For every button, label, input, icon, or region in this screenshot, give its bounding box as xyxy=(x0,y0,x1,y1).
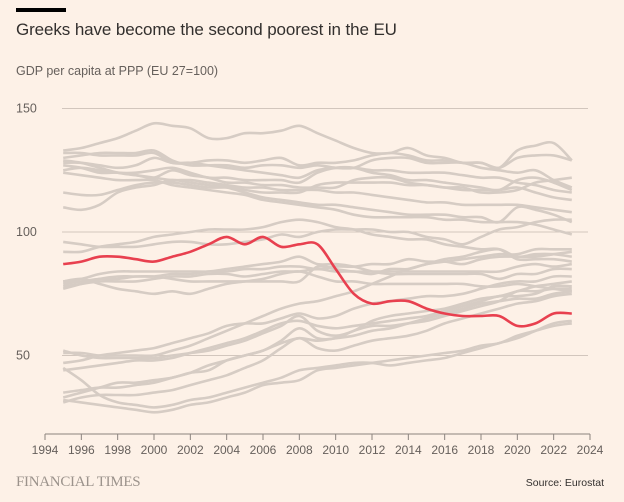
x-tick-label: 1994 xyxy=(32,443,59,457)
series-line-16 xyxy=(63,247,572,358)
greece-line xyxy=(63,235,572,328)
series-line-25 xyxy=(63,218,572,249)
greece-line-group xyxy=(63,235,572,328)
series-line-17 xyxy=(63,274,572,365)
chart-title: Greeks have become the second poorest in… xyxy=(16,20,397,39)
series-line-2 xyxy=(63,151,573,170)
series-line-1 xyxy=(63,121,573,170)
x-tick-label: 2022 xyxy=(540,443,567,457)
series-line-18 xyxy=(62,280,572,360)
source-note: Source: Eurostat xyxy=(525,477,604,489)
x-tick-label: 2018 xyxy=(468,443,495,457)
series-line-19 xyxy=(63,284,572,372)
series-line-10 xyxy=(63,218,572,263)
series-line-22 xyxy=(62,292,572,404)
x-tick-label: 2002 xyxy=(177,443,204,457)
x-tick-label: 2000 xyxy=(141,443,168,457)
title-accent-rule xyxy=(16,8,66,12)
y-tick-label: 100 xyxy=(16,225,37,239)
x-tick-label: 2006 xyxy=(250,443,277,457)
series-line-3 xyxy=(63,148,573,189)
series-line-11 xyxy=(63,255,572,283)
series-line-8 xyxy=(62,178,573,224)
x-tick-label: 2012 xyxy=(359,443,386,457)
series-line-26 xyxy=(63,159,572,214)
x-tick-label: 2014 xyxy=(395,443,422,457)
x-tick-label: 2008 xyxy=(286,443,313,457)
other-countries-lines xyxy=(62,121,573,414)
series-line-24 xyxy=(63,322,572,414)
x-tick-label: 1996 xyxy=(68,443,95,457)
x-tick-label: 1998 xyxy=(104,443,131,457)
series-line-13 xyxy=(63,247,572,288)
x-tick-label: 2024 xyxy=(577,443,604,457)
series-line-20 xyxy=(62,287,572,399)
x-tick-label: 2004 xyxy=(213,443,240,457)
series-line-5 xyxy=(62,165,573,192)
series-line-21 xyxy=(62,290,572,394)
chart-subtitle: GDP per capita at PPP (EU 27=100) xyxy=(16,64,219,78)
y-tick-label: 50 xyxy=(16,349,30,363)
y-tick-label: 150 xyxy=(16,102,37,116)
series-line-7 xyxy=(63,181,572,202)
series-line-23 xyxy=(62,319,572,409)
series-line-14 xyxy=(62,270,572,296)
x-tick-label: 2020 xyxy=(504,443,531,457)
x-axis: 1994 1996 1998 2000 2002 2004 2006 2008 2010 2012… xyxy=(32,433,604,457)
series-line-15 xyxy=(62,262,572,291)
x-tick-label: 2010 xyxy=(322,443,349,457)
ft-logo: FINANCIAL TIMES xyxy=(16,474,141,490)
series-line-9 xyxy=(63,171,573,236)
y-axis-ticks: 50 100 150 xyxy=(16,102,37,363)
x-tick-label: 2016 xyxy=(431,443,458,457)
series-line-4 xyxy=(63,156,572,194)
